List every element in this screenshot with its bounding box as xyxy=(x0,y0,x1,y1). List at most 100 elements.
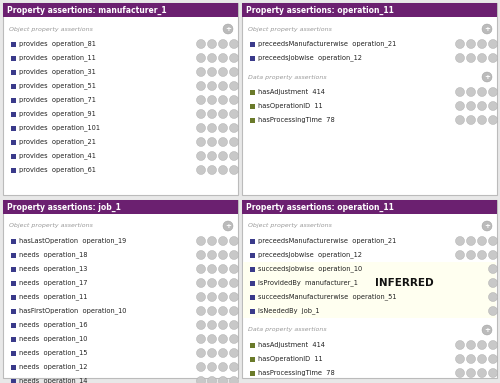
Circle shape xyxy=(230,110,238,118)
FancyBboxPatch shape xyxy=(11,167,16,172)
Circle shape xyxy=(488,265,498,273)
FancyBboxPatch shape xyxy=(242,3,497,195)
Circle shape xyxy=(478,368,486,378)
FancyBboxPatch shape xyxy=(11,126,16,131)
FancyBboxPatch shape xyxy=(11,337,16,342)
Circle shape xyxy=(218,152,228,160)
FancyBboxPatch shape xyxy=(11,350,16,355)
Circle shape xyxy=(208,123,216,133)
Circle shape xyxy=(196,376,205,383)
Circle shape xyxy=(466,355,475,363)
Text: needs  operation_11: needs operation_11 xyxy=(19,294,87,300)
Circle shape xyxy=(218,54,228,62)
Text: preceedsJobwise  operation_12: preceedsJobwise operation_12 xyxy=(258,55,362,61)
Circle shape xyxy=(218,250,228,260)
Circle shape xyxy=(488,368,498,378)
Text: hasAdjustment  414: hasAdjustment 414 xyxy=(258,89,325,95)
FancyBboxPatch shape xyxy=(3,3,238,195)
Circle shape xyxy=(230,334,238,344)
Circle shape xyxy=(196,39,205,49)
Text: hasProcessingTime  78: hasProcessingTime 78 xyxy=(258,370,335,376)
Circle shape xyxy=(230,265,238,273)
Circle shape xyxy=(230,236,238,246)
Circle shape xyxy=(230,293,238,301)
Circle shape xyxy=(218,321,228,329)
Circle shape xyxy=(208,67,216,77)
Circle shape xyxy=(218,278,228,288)
Circle shape xyxy=(482,221,492,231)
Text: isNeededBy  job_1: isNeededBy job_1 xyxy=(258,308,320,314)
Circle shape xyxy=(208,250,216,260)
FancyBboxPatch shape xyxy=(3,200,238,214)
Circle shape xyxy=(208,165,216,175)
Circle shape xyxy=(466,236,475,246)
Circle shape xyxy=(230,82,238,90)
FancyBboxPatch shape xyxy=(250,252,255,257)
FancyBboxPatch shape xyxy=(11,154,16,159)
Text: Object property assertions: Object property assertions xyxy=(9,224,93,229)
Circle shape xyxy=(478,87,486,97)
FancyBboxPatch shape xyxy=(11,378,16,383)
Circle shape xyxy=(218,137,228,147)
Circle shape xyxy=(230,152,238,160)
Circle shape xyxy=(488,39,498,49)
Circle shape xyxy=(218,293,228,301)
Circle shape xyxy=(196,265,205,273)
Circle shape xyxy=(488,116,498,124)
Text: provides  operation_11: provides operation_11 xyxy=(19,55,96,61)
Circle shape xyxy=(196,362,205,372)
Text: provides  operation_21: provides operation_21 xyxy=(19,139,96,146)
FancyBboxPatch shape xyxy=(243,304,496,318)
Circle shape xyxy=(456,101,464,111)
Circle shape xyxy=(488,54,498,62)
FancyBboxPatch shape xyxy=(242,3,497,17)
Circle shape xyxy=(208,349,216,357)
Text: needs  operation_15: needs operation_15 xyxy=(19,350,87,356)
Text: needs  operation_17: needs operation_17 xyxy=(19,280,87,286)
Circle shape xyxy=(488,278,498,288)
Circle shape xyxy=(208,362,216,372)
Circle shape xyxy=(466,250,475,260)
FancyBboxPatch shape xyxy=(11,322,16,327)
Circle shape xyxy=(196,95,205,105)
Circle shape xyxy=(208,110,216,118)
Circle shape xyxy=(208,265,216,273)
FancyBboxPatch shape xyxy=(250,103,255,108)
FancyBboxPatch shape xyxy=(11,139,16,144)
FancyBboxPatch shape xyxy=(250,41,255,46)
Circle shape xyxy=(196,137,205,147)
Text: provides  operation_51: provides operation_51 xyxy=(19,83,96,89)
Text: Property assertions: operation_11: Property assertions: operation_11 xyxy=(246,203,394,211)
FancyBboxPatch shape xyxy=(242,200,497,378)
Text: provides  operation_61: provides operation_61 xyxy=(19,167,96,173)
FancyBboxPatch shape xyxy=(250,357,255,362)
Text: needs  operation_12: needs operation_12 xyxy=(19,363,87,370)
Text: isProvidedBy  manufacturer_1: isProvidedBy manufacturer_1 xyxy=(258,280,358,286)
Circle shape xyxy=(488,293,498,301)
Circle shape xyxy=(208,54,216,62)
Text: needs  operation_18: needs operation_18 xyxy=(19,252,87,259)
Circle shape xyxy=(456,250,464,260)
Text: +: + xyxy=(225,26,231,32)
Circle shape xyxy=(466,54,475,62)
Circle shape xyxy=(218,376,228,383)
Circle shape xyxy=(230,376,238,383)
Text: provides  operation_31: provides operation_31 xyxy=(19,69,96,75)
Text: +: + xyxy=(225,223,231,229)
Circle shape xyxy=(218,39,228,49)
Text: Data property assertions: Data property assertions xyxy=(248,75,326,80)
Circle shape xyxy=(208,376,216,383)
Circle shape xyxy=(218,123,228,133)
Circle shape xyxy=(208,82,216,90)
Text: hasOperationID  11: hasOperationID 11 xyxy=(258,103,322,109)
Circle shape xyxy=(482,24,492,34)
Circle shape xyxy=(196,334,205,344)
Circle shape xyxy=(218,349,228,357)
Circle shape xyxy=(196,123,205,133)
Circle shape xyxy=(196,250,205,260)
Text: succeedsJobwise  operation_10: succeedsJobwise operation_10 xyxy=(258,266,362,272)
Circle shape xyxy=(478,116,486,124)
Circle shape xyxy=(488,236,498,246)
Circle shape xyxy=(230,349,238,357)
Circle shape xyxy=(223,221,233,231)
